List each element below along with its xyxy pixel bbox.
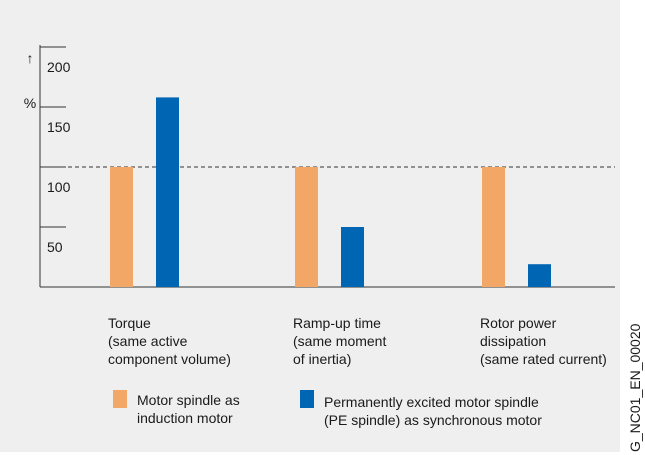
- axis-arrow: ↑: [27, 50, 34, 66]
- bar: [295, 167, 318, 287]
- category-label: Ramp-up time: [293, 315, 381, 331]
- category-label: (same active: [108, 333, 188, 349]
- legend-label: Permanently excited motor spindle: [324, 394, 539, 410]
- category-label: (same rated current): [480, 351, 607, 367]
- legend-label: (PE spindle) as synchronous motor: [324, 412, 542, 428]
- legend-swatch: [300, 390, 314, 408]
- category-label: Torque: [108, 315, 151, 331]
- category-label: of inertia): [293, 351, 351, 367]
- bar: [341, 227, 364, 287]
- category-label: component volume): [108, 351, 231, 367]
- category-label: dissipation: [480, 333, 546, 349]
- legend-label: induction motor: [137, 410, 233, 426]
- y-tick-label: 100: [47, 179, 71, 195]
- legend-swatch: [113, 390, 127, 408]
- y-tick-label: 150: [47, 119, 71, 135]
- category-label: (same moment: [293, 333, 386, 349]
- legend-label: Motor spindle as: [137, 392, 240, 408]
- figure-id: G_NC01_EN_00020: [627, 323, 643, 452]
- y-tick-label: 50: [47, 239, 63, 255]
- bar: [110, 167, 133, 287]
- bar: [156, 97, 179, 288]
- category-label: Rotor power: [480, 315, 557, 331]
- bar: [482, 167, 505, 287]
- bar: [528, 264, 551, 287]
- y-tick-label: 200: [47, 59, 71, 75]
- axis-unit: %: [24, 95, 36, 111]
